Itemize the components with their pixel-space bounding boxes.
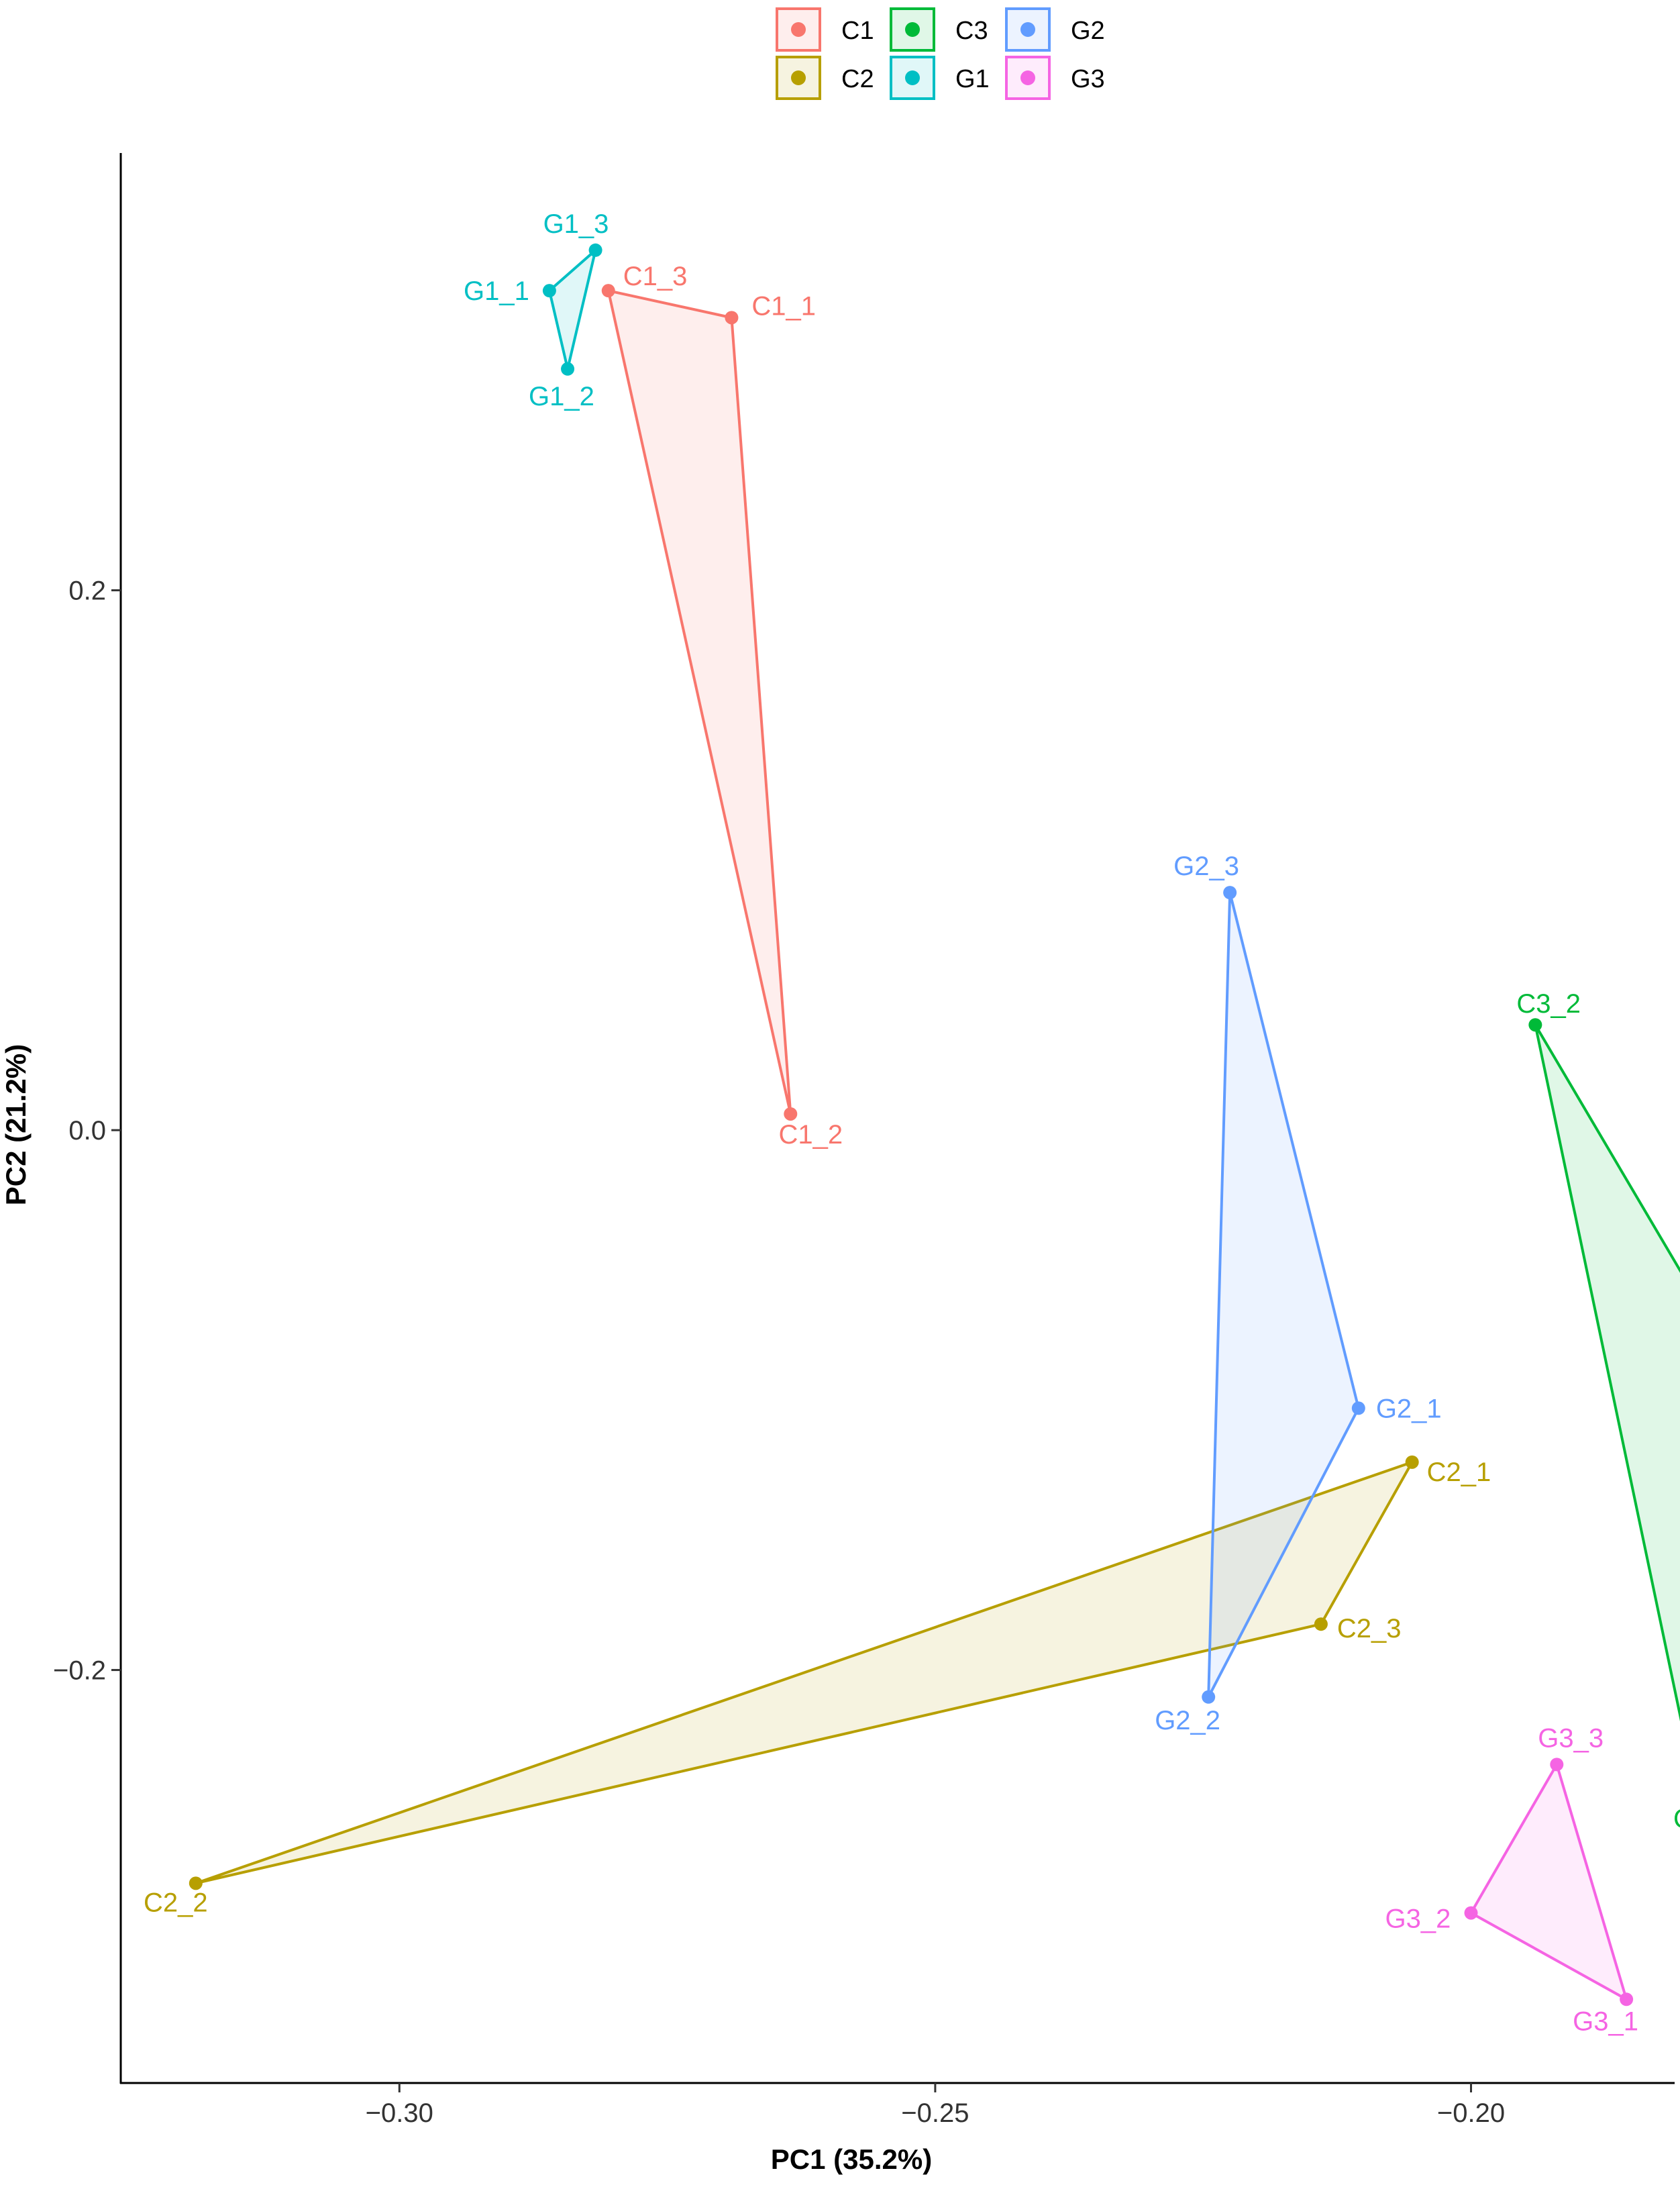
- hull-g1: [547, 248, 597, 370]
- point-label-c2-3: C2_3: [1337, 1614, 1402, 1643]
- x-tick-label: −0.30: [366, 2098, 433, 2128]
- legend-dot: [905, 70, 920, 85]
- legend-dot: [791, 70, 806, 85]
- x-tick-label: −0.25: [901, 2098, 969, 2128]
- point-g2-1: [1351, 1401, 1365, 1415]
- point-label-g3-1: G3_1: [1573, 2006, 1638, 2036]
- hull-g2: [1207, 891, 1360, 1698]
- point-g3-2: [1464, 1906, 1478, 1920]
- point-g1-3: [588, 243, 602, 257]
- point-c2-2: [189, 1876, 203, 1890]
- axes: −0.30 −0.25 −0.20 0.2 0.0 −0.2: [53, 153, 1675, 2128]
- legend-item-c3: C3: [890, 7, 988, 52]
- legend-item-c2: C2: [776, 56, 874, 100]
- y-tick-label: 0.2: [68, 576, 106, 606]
- legend-key: [776, 7, 821, 52]
- point-label-c2-1: C2_1: [1427, 1458, 1491, 1487]
- point-label-g2-1: G2_1: [1376, 1394, 1442, 1423]
- point-g3-3: [1550, 1758, 1564, 1772]
- legend-item-g1: G1: [890, 56, 990, 100]
- legend-label: G1: [955, 65, 990, 93]
- y-tick-label: −0.2: [53, 1656, 106, 1686]
- point-g2-3: [1223, 886, 1237, 900]
- legend-dot: [1020, 22, 1035, 37]
- point-label-g1-2: G1_2: [529, 382, 594, 411]
- legend-dot: [905, 22, 920, 37]
- point-c1-1: [725, 311, 739, 325]
- point-label-g1-3: G1_3: [543, 209, 609, 239]
- data-points: [189, 243, 1634, 2006]
- point-g3-1: [1620, 1992, 1634, 2006]
- legend: C1 C2 C3 G1 G2 G3: [776, 7, 1105, 100]
- hull-c2: [194, 1460, 1414, 1885]
- point-g1-1: [542, 284, 556, 298]
- point-label-c1-3: C1_3: [623, 262, 688, 291]
- x-axis-title: PC1 (35.2%): [771, 2143, 932, 2175]
- legend-dot: [791, 22, 806, 37]
- legend-item-g3: G3: [1005, 56, 1105, 100]
- point-label-c3-2: C3_2: [1516, 989, 1581, 1019]
- hull-g3: [1469, 1763, 1628, 2001]
- point-c2-3: [1314, 1617, 1328, 1631]
- point-c3-2: [1528, 1018, 1542, 1032]
- group-hulls: [194, 248, 1680, 2001]
- point-label-g2-3: G2_3: [1173, 852, 1239, 881]
- point-c2-1: [1405, 1455, 1419, 1469]
- legend-label: C2: [841, 65, 874, 93]
- point-label-g1-1: G1_1: [464, 276, 529, 306]
- point-g2-2: [1202, 1690, 1216, 1704]
- point-label-c1-2: C1_2: [778, 1120, 843, 1150]
- legend-item-c1: C1: [776, 7, 874, 52]
- legend-label: C1: [841, 17, 874, 45]
- point-label-g3-2: G3_2: [1385, 1904, 1451, 1934]
- point-label-c3-3: C3_3: [1673, 1805, 1680, 1834]
- legend-item-g2: G2: [1005, 7, 1105, 52]
- point-c1-2: [784, 1107, 798, 1121]
- point-labels: C1_1C1_2C1_3C2_1C2_2C2_3C3_1C3_2C3_3G1_1…: [144, 209, 1680, 2037]
- y-tick-label: 0.0: [68, 1116, 106, 1146]
- point-label-g3-3: G3_3: [1538, 1723, 1604, 1753]
- point-g1-2: [561, 362, 575, 376]
- legend-label: G3: [1071, 65, 1105, 93]
- legend-dot: [1020, 70, 1035, 85]
- y-axis-title: PC2 (21.2%): [0, 1044, 32, 1205]
- x-tick-label: −0.20: [1437, 2098, 1505, 2128]
- hull-c1: [607, 289, 792, 1115]
- legend-label: G2: [1071, 17, 1105, 45]
- point-label-c1-1: C1_1: [751, 291, 816, 321]
- hull-c3: [1534, 1023, 1680, 1722]
- point-label-c2-2: C2_2: [144, 1888, 208, 1917]
- point-label-g2-2: G2_2: [1155, 1706, 1220, 1735]
- point-c1-3: [601, 284, 615, 298]
- legend-label: C3: [955, 17, 988, 45]
